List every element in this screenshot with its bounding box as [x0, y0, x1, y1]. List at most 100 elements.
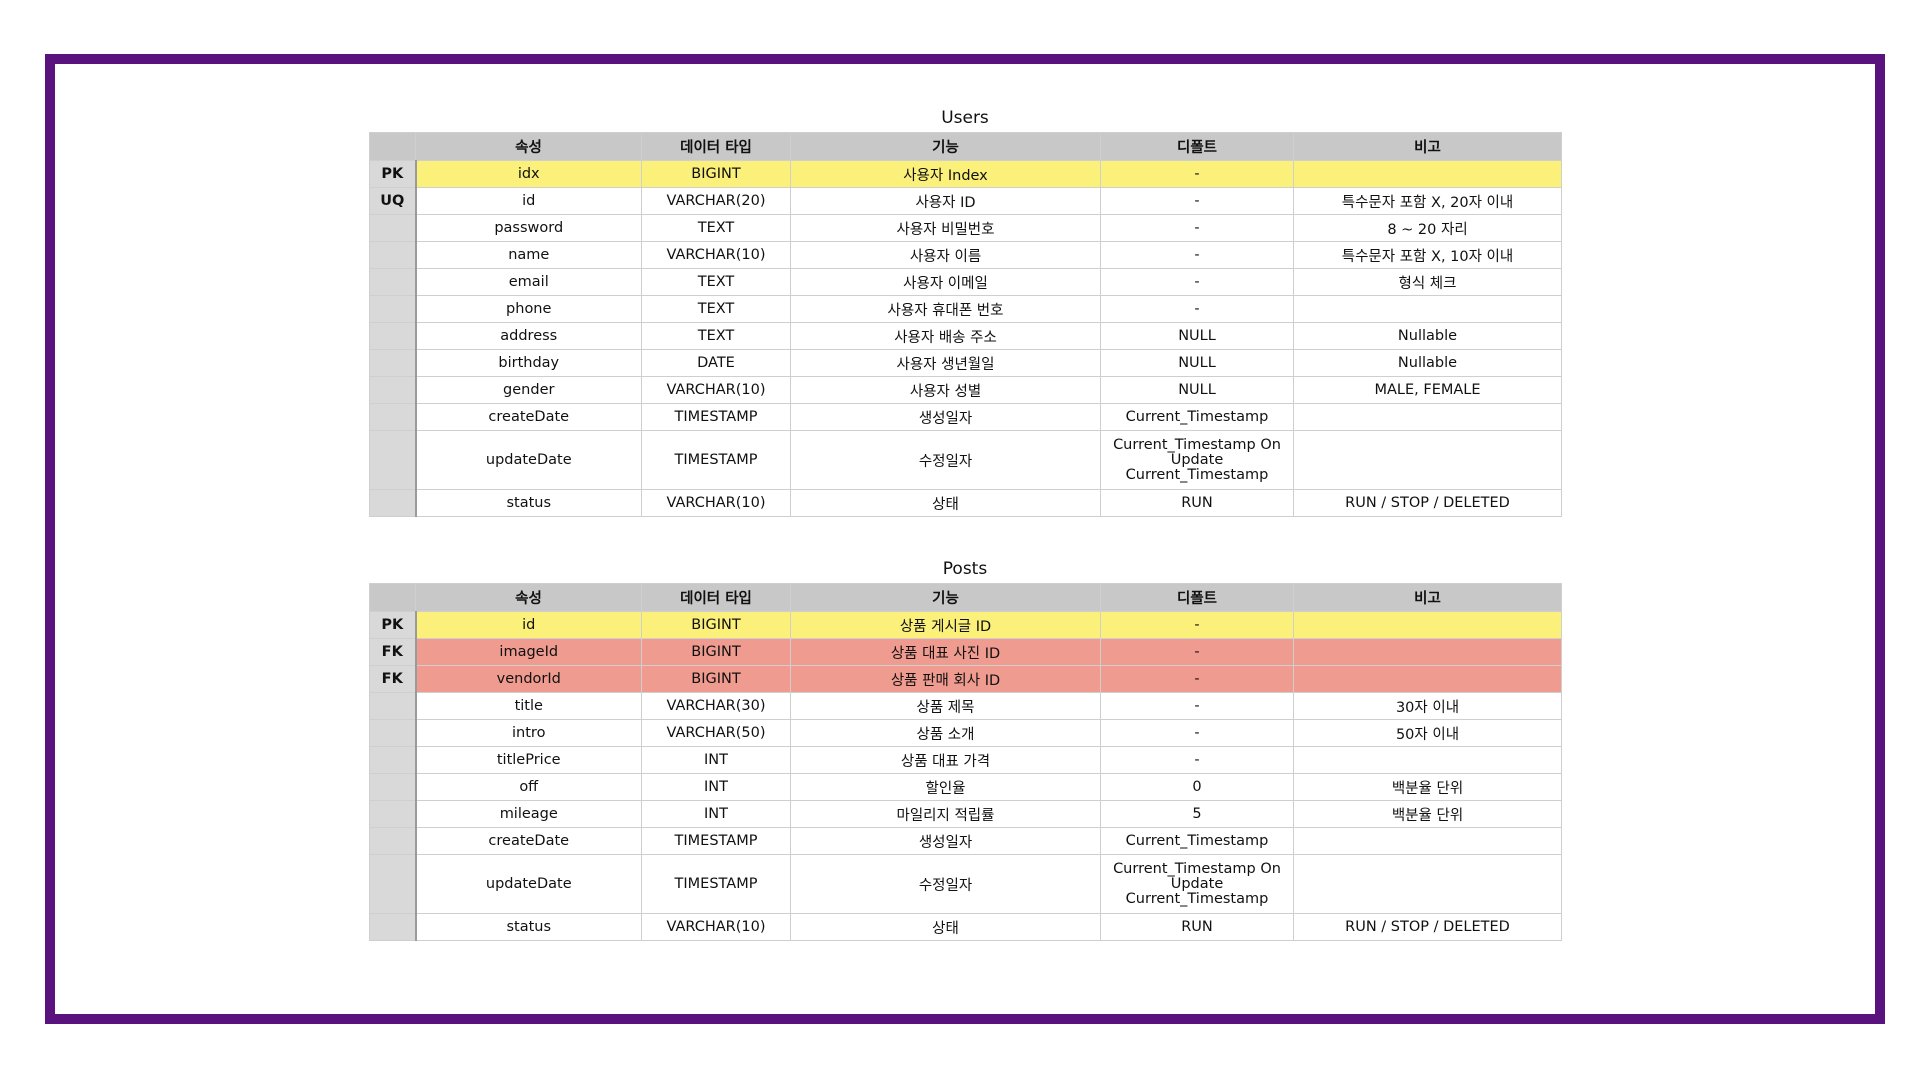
table-row: titlePrice INT 상품 대표 가격 - — [369, 746, 1562, 774]
default-cell: Current_Timestamp — [1100, 827, 1294, 855]
key-cell — [369, 746, 417, 774]
table-row: status VARCHAR(10) 상태 RUN RUN / STOP / DELET… — [369, 489, 1562, 517]
default-cell: NULL — [1100, 349, 1294, 377]
attribute-cell: status — [415, 489, 642, 517]
header-data-type: 데이터 타입 — [641, 583, 791, 612]
data-type-cell: VARCHAR(30) — [641, 692, 791, 720]
default-cell: - — [1100, 295, 1294, 323]
key-cell: FK — [369, 665, 417, 693]
data-type-cell: BIGINT — [641, 160, 791, 188]
header-data-type: 데이터 타입 — [641, 132, 791, 161]
default-cell: 5 — [1100, 800, 1294, 828]
table-row: email TEXT 사용자 이메일 - 형식 체크 — [369, 268, 1562, 296]
data-type-cell: BIGINT — [641, 665, 791, 693]
key-cell — [369, 241, 417, 269]
default-cell: Current_Timestamp On Update Current_Timest… — [1100, 430, 1294, 490]
data-type-cell: TIMESTAMP — [641, 827, 791, 855]
note-cell: 8 ~ 20 자리 — [1293, 214, 1562, 242]
note-cell: 30자 이내 — [1293, 692, 1562, 720]
header-function: 기능 — [790, 583, 1101, 612]
key-cell — [369, 719, 417, 747]
table-row: title VARCHAR(30) 상품 제목 -30자 이내 — [369, 692, 1562, 720]
data-type-cell: VARCHAR(50) — [641, 719, 791, 747]
key-cell — [369, 913, 417, 941]
table-row: birthday DATE 사용자 생년월일 NULL Nullable — [369, 349, 1562, 377]
function-cell: 사용자 ID — [790, 187, 1101, 215]
note-cell: 백분율 단위 — [1293, 800, 1562, 828]
attribute-cell: createDate — [415, 827, 642, 855]
data-type-cell: BIGINT — [641, 638, 791, 666]
data-type-cell: TEXT — [641, 295, 791, 323]
function-cell: 수정일자 — [790, 854, 1101, 914]
attribute-cell: email — [415, 268, 642, 296]
table-row: UQ id VARCHAR(20) 사용자 ID - 특수문자 포함 X, 20자 이내 — [369, 187, 1562, 215]
key-cell — [369, 295, 417, 323]
note-cell: Nullable — [1293, 349, 1562, 377]
data-type-cell: VARCHAR(10) — [641, 241, 791, 269]
note-cell: RUN / STOP / DELETED — [1293, 489, 1562, 517]
function-cell: 수정일자 — [790, 430, 1101, 490]
table-row: intro VARCHAR(50) 상품 소개 -50자 이내 — [369, 719, 1562, 747]
default-cell: Current_Timestamp On Update Current_Timest… — [1100, 854, 1294, 914]
data-type-cell: TIMESTAMP — [641, 854, 791, 914]
users-table-title: Users — [941, 108, 989, 128]
attribute-cell: vendorId — [415, 665, 642, 693]
function-cell: 상품 소개 — [790, 719, 1101, 747]
table-row: updateDate TIMESTAMP 수정일자 Current_Timestamp… — [369, 430, 1562, 490]
header-note: 비고 — [1293, 583, 1562, 612]
default-cell: RUN — [1100, 913, 1294, 941]
function-cell: 사용자 성별 — [790, 376, 1101, 404]
default-line: Current_Timestamp — [1125, 466, 1269, 483]
key-cell — [369, 692, 417, 720]
attribute-cell: mileage — [415, 800, 642, 828]
header-key — [369, 583, 416, 612]
default-line: Current_Timestamp — [1125, 890, 1269, 907]
header-function: 기능 — [790, 132, 1101, 161]
default-cell: - — [1100, 214, 1294, 242]
data-type-cell: DATE — [641, 349, 791, 377]
function-cell: 마일리지 적립률 — [790, 800, 1101, 828]
users-header-row: 속성 데이터 타입 기능 디폴트 비고 — [369, 132, 1562, 161]
function-cell: 생성일자 — [790, 403, 1101, 431]
posts-table-body: PK id BIGINT 상품 게시글 ID - FK imageId BIGINT 상품 대표… — [369, 611, 1562, 941]
attribute-cell: titlePrice — [415, 746, 642, 774]
attribute-cell: name — [415, 241, 642, 269]
function-cell: 사용자 휴대폰 번호 — [790, 295, 1101, 323]
data-type-cell: VARCHAR(10) — [641, 913, 791, 941]
table-row: phone TEXT 사용자 휴대폰 번호 - — [369, 295, 1562, 323]
attribute-cell: id — [415, 611, 642, 639]
data-type-cell: INT — [641, 746, 791, 774]
key-cell — [369, 322, 417, 350]
key-cell — [369, 827, 417, 855]
table-row: createDate TIMESTAMP 생성일자 Current_Timestamp — [369, 827, 1562, 855]
function-cell: 사용자 Index — [790, 160, 1101, 188]
function-cell: 사용자 배송 주소 — [790, 322, 1101, 350]
note-cell — [1293, 611, 1562, 639]
posts-header-row: 속성 데이터 타입 기능 디폴트 비고 — [369, 583, 1562, 612]
default-cell: - — [1100, 268, 1294, 296]
table-row: name VARCHAR(10) 사용자 이름 - 특수문자 포함 X, 10자 이내 — [369, 241, 1562, 269]
table-row: status VARCHAR(10) 상태 RUN RUN / STOP / DELET… — [369, 913, 1562, 941]
function-cell: 사용자 생년월일 — [790, 349, 1101, 377]
default-cell: - — [1100, 719, 1294, 747]
default-cell: - — [1100, 692, 1294, 720]
note-cell — [1293, 746, 1562, 774]
posts-table: 속성 데이터 타입 기능 디폴트 비고 PK id BIGINT 상품 게시글 ID -… — [369, 583, 1562, 941]
key-cell: UQ — [369, 187, 417, 215]
attribute-cell: gender — [415, 376, 642, 404]
table-row: FK vendorId BIGINT 상품 판매 회사 ID - — [369, 665, 1562, 693]
note-cell — [1293, 295, 1562, 323]
attribute-cell: createDate — [415, 403, 642, 431]
function-cell: 할인율 — [790, 773, 1101, 801]
note-cell — [1293, 665, 1562, 693]
table-row: gender VARCHAR(10) 사용자 성별 NULL MALE, FEMALE — [369, 376, 1562, 404]
key-cell: PK — [369, 611, 417, 639]
attribute-cell: imageId — [415, 638, 642, 666]
note-cell — [1293, 827, 1562, 855]
key-cell — [369, 773, 417, 801]
note-cell — [1293, 638, 1562, 666]
header-attribute: 속성 — [415, 132, 642, 161]
default-cell: - — [1100, 241, 1294, 269]
table-row: PK idx BIGINT 사용자 Index - — [369, 160, 1562, 188]
note-cell: 형식 체크 — [1293, 268, 1562, 296]
